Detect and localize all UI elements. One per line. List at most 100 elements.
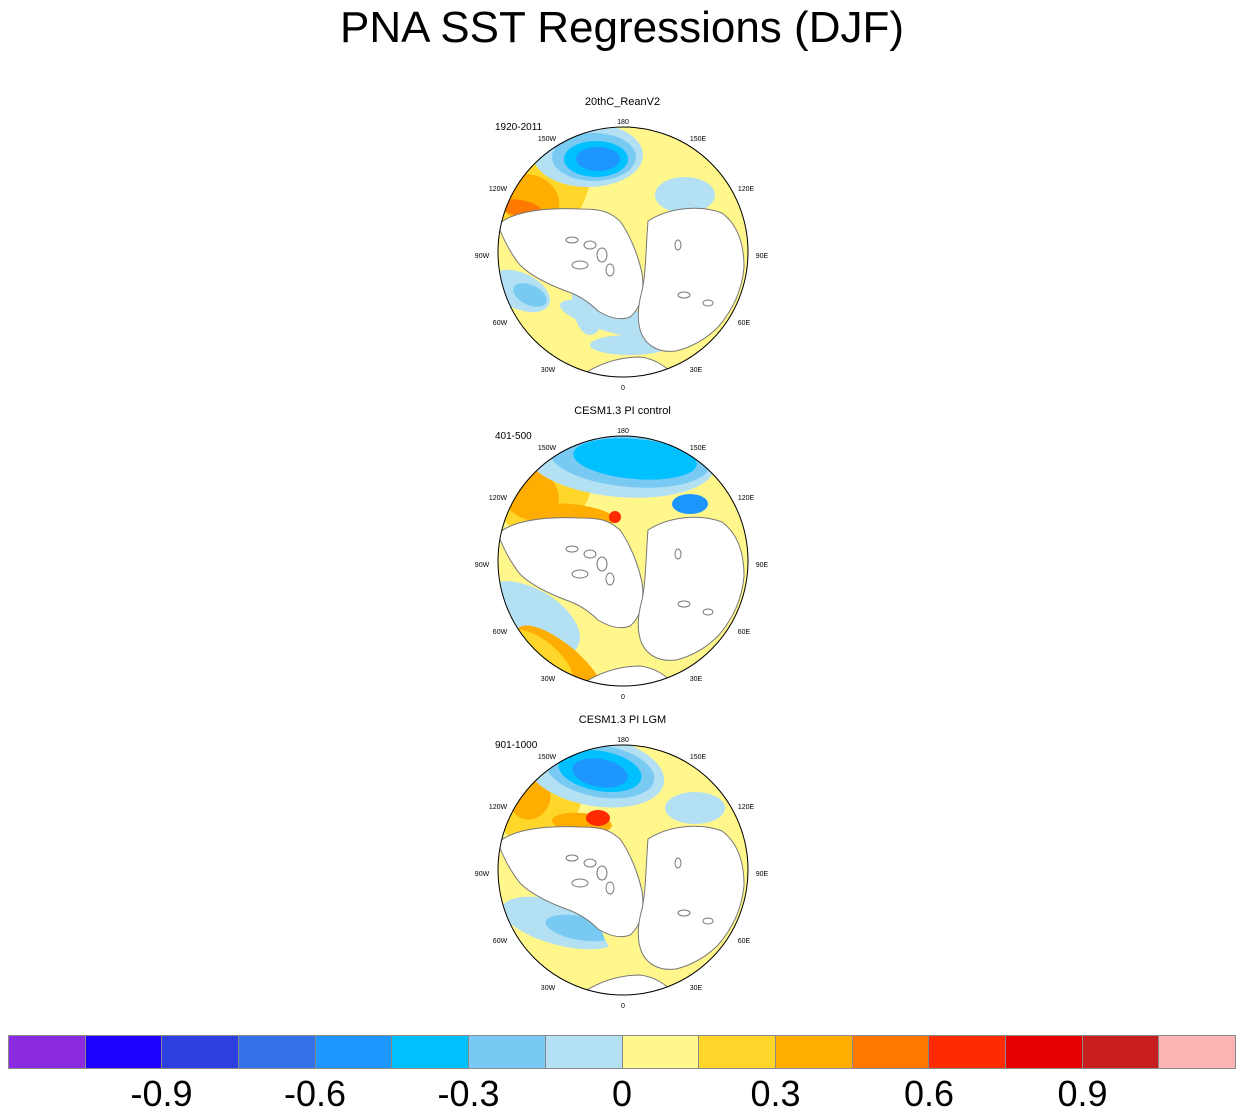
longitude-label: 0	[621, 385, 625, 392]
sst-anomaly-region	[655, 177, 715, 213]
coastline	[674, 857, 682, 869]
coastline	[605, 263, 615, 277]
longitude-label: 30E	[689, 367, 703, 374]
longitude-label: 90E	[755, 871, 769, 878]
longitude-label: 60E	[737, 320, 751, 327]
longitude-label: 150E	[689, 136, 707, 143]
colorbar-swatch	[1159, 1036, 1235, 1068]
land-mass	[498, 517, 644, 629]
land-mass	[637, 516, 745, 661]
colorbar-swatch	[162, 1036, 240, 1068]
map-panel: CESM1.3 PI LGM 901-1000 180 150E 120E 90E 60…	[470, 713, 775, 1013]
coastline	[674, 239, 682, 251]
coastline	[583, 858, 597, 868]
longitude-label: 120W	[488, 804, 508, 811]
coastline	[596, 556, 608, 572]
longitude-label: 180	[617, 428, 629, 435]
colorbar-swatch	[1082, 1036, 1160, 1068]
longitude-label: 90E	[755, 562, 769, 569]
panel-title: CESM1.3 PI LGM	[578, 714, 667, 726]
figure-title: PNA SST Regressions (DJF)	[339, 3, 904, 52]
longitude-label: 90W	[474, 253, 490, 260]
colorbar-swatch	[929, 1036, 1006, 1068]
longitude-label: 180	[617, 119, 629, 126]
longitude-label: 60E	[737, 629, 751, 636]
coastline	[571, 569, 589, 579]
coastline	[565, 236, 579, 244]
sst-anomaly-region	[573, 438, 697, 480]
coastline	[605, 572, 615, 586]
longitude-label: 60W	[492, 629, 508, 636]
longitude-label: 120E	[737, 186, 755, 193]
longitude-label: 30E	[689, 985, 703, 992]
coastline	[674, 548, 682, 560]
longitude-label: 150E	[689, 754, 707, 761]
map-boundary	[497, 744, 749, 996]
land-mass	[637, 825, 745, 970]
longitude-label: 120W	[488, 495, 508, 502]
longitude-label: 30W	[540, 985, 556, 992]
coastline	[677, 291, 691, 299]
longitude-label: 120E	[737, 495, 755, 502]
coastline	[571, 260, 589, 270]
longitude-label: 60E	[737, 938, 751, 945]
coastline	[583, 240, 597, 250]
colorbar-swatch	[545, 1036, 623, 1068]
longitude-label: 0	[621, 694, 625, 701]
colorbar-swatch	[699, 1036, 776, 1068]
longitude-label: 60W	[492, 320, 508, 327]
coastline	[565, 854, 579, 862]
colorbar-swatch	[1005, 1036, 1083, 1068]
panel-period: 901-1000	[495, 740, 538, 751]
longitude-label: 60W	[492, 938, 508, 945]
colorbar-tick-label: 0	[611, 1073, 633, 1114]
sst-anomaly-region	[572, 758, 628, 788]
longitude-label: 150W	[537, 754, 557, 761]
coastline	[565, 545, 579, 553]
colorbar-swatch	[239, 1036, 316, 1068]
land-mass	[580, 974, 676, 995]
map-panel: CESM1.3 PI control 401-500 180 150E 120E 90…	[470, 404, 775, 704]
sst-anomaly-region	[665, 792, 725, 824]
coastline	[571, 878, 589, 888]
coastline	[677, 909, 691, 917]
coastline	[702, 608, 714, 616]
longitude-label: 120E	[737, 804, 755, 811]
map-boundary	[497, 435, 749, 687]
longitude-label: 120W	[488, 186, 508, 193]
longitude-label: 30W	[540, 676, 556, 683]
coastline	[702, 299, 714, 307]
colorbar	[8, 1035, 1236, 1069]
longitude-label: 150W	[537, 136, 557, 143]
land-mass	[498, 208, 644, 320]
colorbar-tick-label: 0.6	[903, 1073, 955, 1114]
sst-anomaly-region	[513, 283, 547, 307]
longitude-label: 150W	[537, 445, 557, 452]
land-mass	[580, 665, 676, 686]
colorbar-swatch	[622, 1036, 700, 1068]
land-mass	[498, 826, 644, 938]
coastline	[583, 549, 597, 559]
polar-map	[497, 126, 749, 378]
coastline	[605, 881, 615, 895]
panel-title: 20thC_ReanV2	[584, 96, 661, 108]
longitude-label: 90W	[474, 562, 490, 569]
colorbar-swatch	[9, 1036, 86, 1068]
longitude-label: 0	[621, 1003, 625, 1010]
coastline	[702, 917, 714, 925]
colorbar-tick-label: -0.6	[283, 1073, 347, 1114]
colorbar-swatch	[315, 1036, 393, 1068]
coastline	[596, 865, 608, 881]
colorbar-swatch	[775, 1036, 853, 1068]
longitude-label: 150E	[689, 445, 707, 452]
longitude-label: 180	[617, 737, 629, 744]
colorbar-tick-label: 0.9	[1057, 1073, 1108, 1114]
longitude-label: 30E	[689, 676, 703, 683]
colorbar-swatch	[85, 1036, 163, 1068]
sst-anomaly-region	[609, 511, 621, 523]
longitude-label: 30W	[540, 367, 556, 374]
sst-anomaly-region	[672, 494, 708, 514]
colorbar-tick-label: -0.3	[437, 1073, 500, 1114]
land-mass	[580, 356, 676, 377]
panel-title: CESM1.3 PI control	[574, 405, 671, 417]
